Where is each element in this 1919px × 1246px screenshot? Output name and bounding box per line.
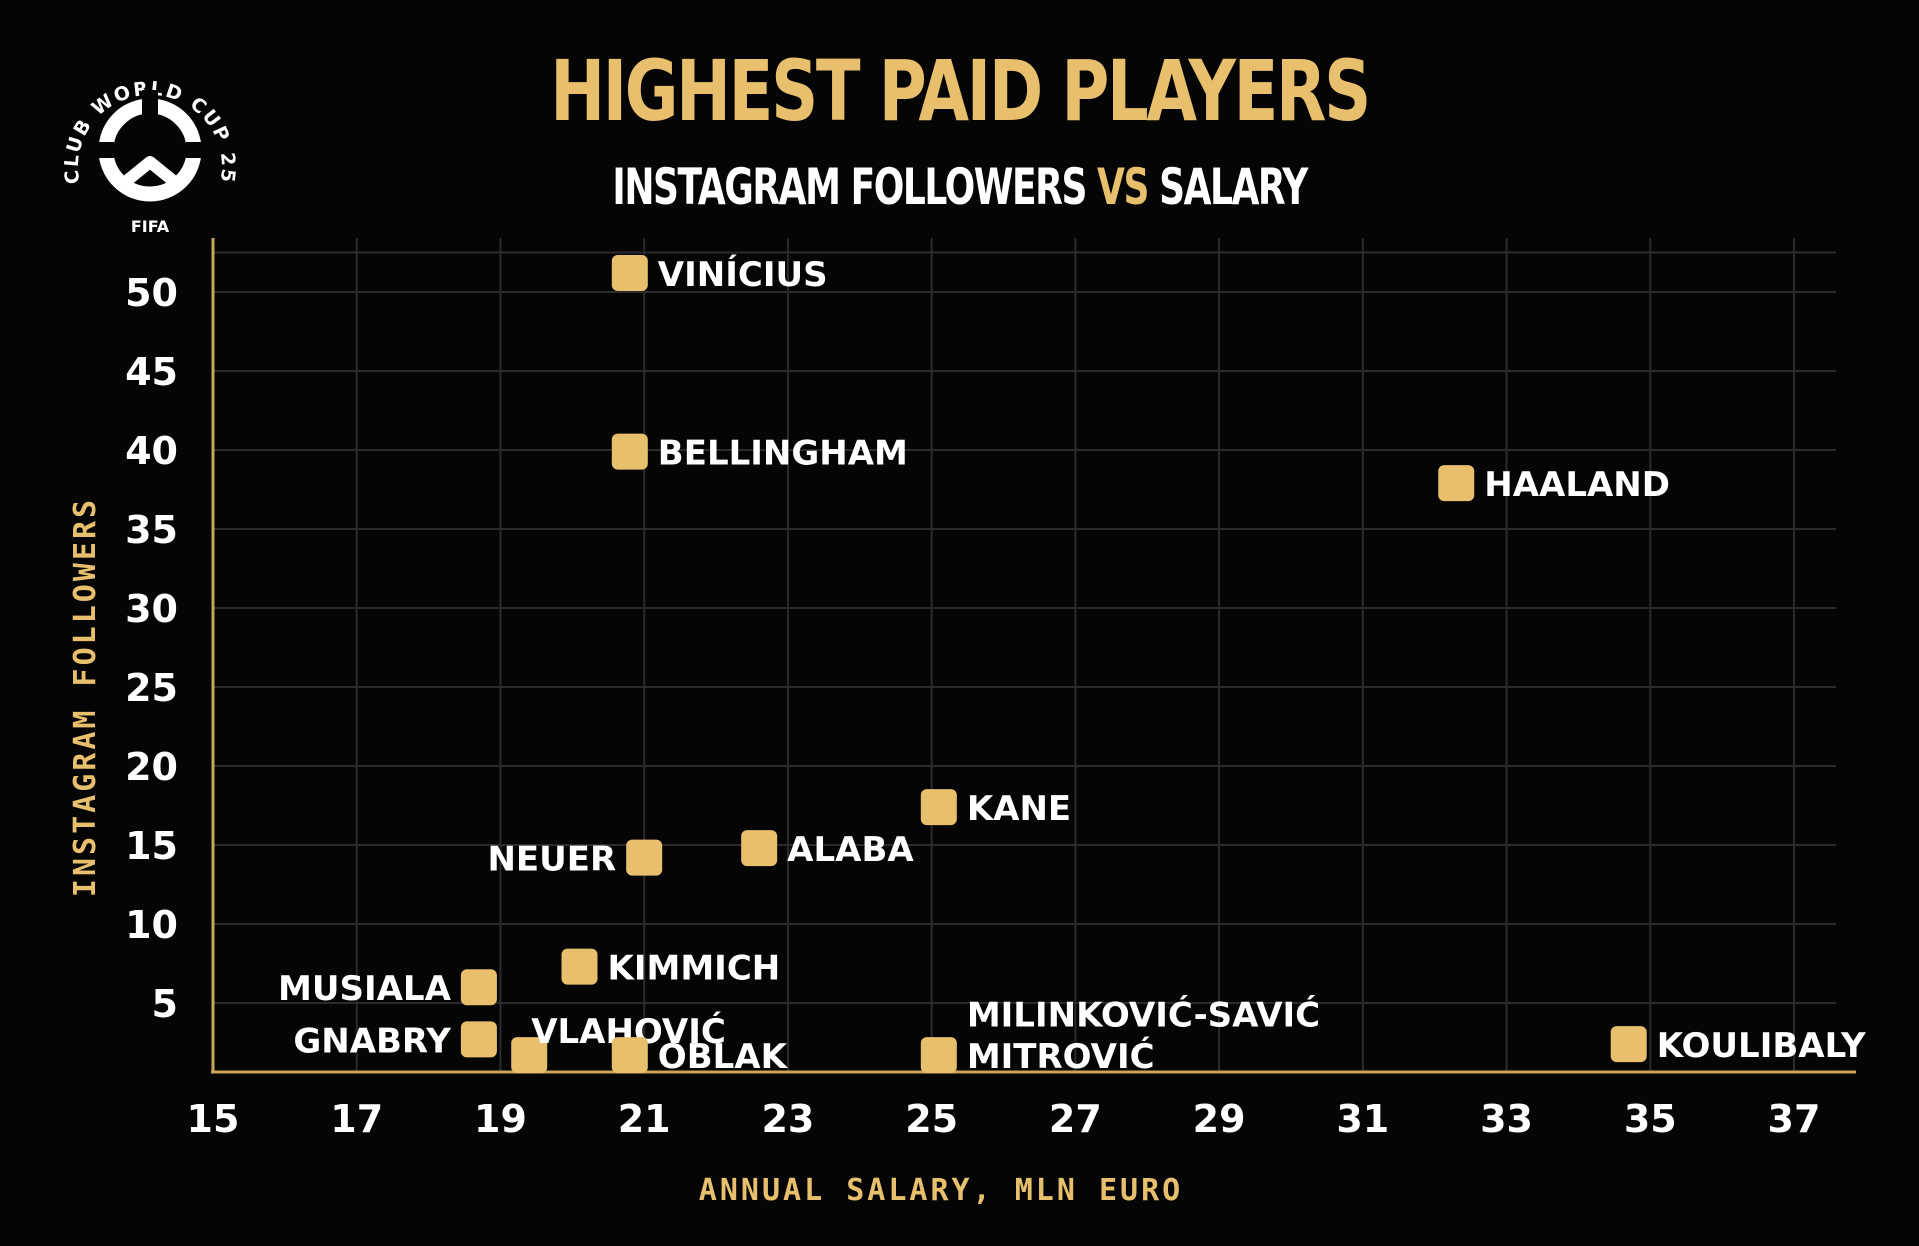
point-marker [460,969,497,1006]
x-tick-label: 35 [1624,1097,1677,1141]
point-label: OBLAK [658,1037,789,1077]
point-label: BELLINGHAM [658,434,908,474]
point-label: MILINKOVIĆ-SAVIĆ [967,995,1320,1036]
point-marker [611,1037,648,1074]
logo-notch-left [90,142,114,158]
point-marker [511,1037,548,1074]
x-tick-label: 37 [1768,1097,1821,1141]
subtitle-vs: VS [1097,158,1149,216]
point-label: MUSIALA [278,969,452,1009]
point-label: KOULIBALY [1657,1026,1866,1066]
x-tick-label: 17 [330,1097,383,1141]
y-tick-labels: 5 10 15 20 25 30 35 40 45 50 [125,271,178,1026]
point-marker [920,1037,957,1074]
point-marker [611,255,648,292]
logo-w-mark [114,156,186,193]
logo-notch-right [186,142,210,158]
point-label: GNABRY [293,1021,451,1061]
subtitle-left: INSTAGRAM FOLLOWERS [612,158,1087,216]
point-marker [1610,1026,1647,1063]
x-tick-label: 33 [1480,1097,1533,1141]
x-tick-label: 19 [474,1097,527,1141]
x-tick-label: 27 [1049,1097,1102,1141]
y-tick-label: 20 [125,745,178,789]
y-tick-label: 15 [125,824,178,868]
logo-fifa-text: FIFA [131,217,170,236]
chart-grid [213,238,1836,1072]
point-label: ALABA [787,830,914,870]
y-tick-label: 50 [125,271,178,315]
logo-notch-top [142,90,158,114]
point-label: VINÍCIUS [658,254,828,295]
y-tick-label: 35 [125,508,178,552]
data-points: VINÍCIUS BELLINGHAM HAALAND KANE ALABA NEUER K… [278,254,1866,1077]
chart-subtitle: INSTAGRAM FOLLOWERS VS SALARY [269,158,1651,216]
y-axis-label: INSTAGRAM FOLLOWERS [68,497,103,897]
x-tick-label: 29 [1193,1097,1246,1141]
x-tick-label: 25 [905,1097,958,1141]
point-marker [460,1021,497,1058]
point-marker [920,789,957,826]
y-tick-label: 30 [125,587,178,631]
y-tick-label: 5 [152,982,178,1026]
y-tick-label: 45 [125,350,178,394]
point-label: KIMMICH [608,949,781,989]
point-marker [561,948,598,985]
x-tick-label: 23 [761,1097,814,1141]
x-tick-label: 31 [1336,1097,1389,1141]
point-label: NEUER [487,840,616,880]
point-marker [1438,465,1475,502]
point-label: HAALAND [1484,465,1670,505]
y-tick-label: 25 [125,666,178,710]
x-tick-label: 21 [618,1097,671,1141]
point-marker [741,830,778,867]
point-label: MITROVIĆ [967,1036,1155,1077]
y-tick-label: 40 [125,429,178,473]
point-marker [611,433,648,470]
chart-title: HIGHEST PAID PLAYERS [550,42,1371,140]
x-tick-labels: 15 17 19 21 23 25 27 29 31 33 35 37 [187,1097,1821,1141]
x-tick-label: 15 [187,1097,240,1141]
club-world-cup-logo: CLUB WORLD CUP 25 FIFA [61,78,238,236]
x-axis-label: ANNUAL SALARY, MLN EURO [699,1173,1183,1208]
chart-axes [211,238,1856,1074]
subtitle-right: SALARY [1159,158,1308,216]
point-label: KANE [967,789,1071,829]
point-marker [626,839,663,876]
y-tick-label: 10 [125,903,178,947]
